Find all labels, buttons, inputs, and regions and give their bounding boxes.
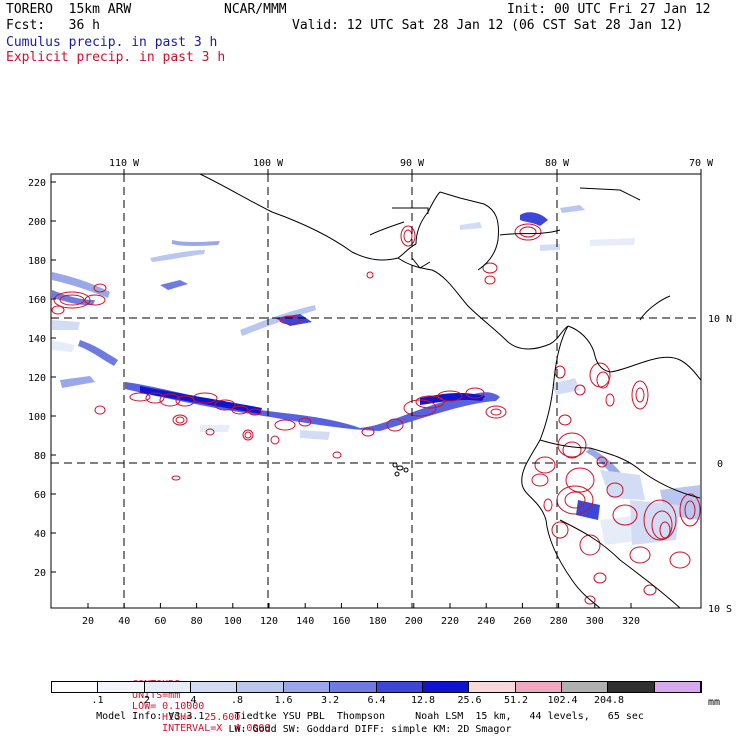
lat-label: 10 S bbox=[708, 604, 732, 615]
colorbar-label: 102.4 bbox=[547, 695, 578, 706]
x-tick-label: 20 bbox=[82, 616, 94, 627]
x-tick-label: 240 bbox=[477, 616, 495, 627]
x-tick-label: 160 bbox=[332, 616, 350, 627]
colorbar-label: .1 bbox=[91, 695, 104, 706]
colorbar-swatch bbox=[144, 682, 192, 692]
lon-label: 90 W bbox=[400, 158, 425, 169]
x-tick-label: 180 bbox=[369, 616, 387, 627]
x-tick-label: 120 bbox=[260, 616, 278, 627]
y-tick-label: 60 bbox=[34, 490, 46, 501]
contours-interval: INTERVAL=X 4.0000 bbox=[162, 723, 271, 734]
lon-label: 70 W bbox=[689, 158, 714, 169]
contours-units: UNITS=mm bbox=[132, 690, 181, 701]
y-tick-label: 200 bbox=[28, 217, 46, 228]
galapagos-islands bbox=[392, 462, 409, 477]
contours-low: LOW= 0.10000 bbox=[132, 701, 205, 712]
y-tick-label: 100 bbox=[28, 412, 46, 423]
colorbar-swatch bbox=[98, 682, 145, 692]
lon-label: 110 W bbox=[109, 158, 140, 169]
y-tick-label: 160 bbox=[28, 295, 46, 306]
center-name: NCAR/MMM bbox=[224, 2, 287, 17]
colorbar-label: 204.8 bbox=[593, 695, 625, 706]
coastlines bbox=[199, 174, 701, 608]
colorbar-swatch bbox=[469, 682, 516, 692]
lat-label: 0 bbox=[717, 459, 723, 470]
lat-lon-grid bbox=[51, 174, 701, 608]
colorbar-swatch bbox=[422, 682, 470, 692]
y-tick-label: 20 bbox=[34, 568, 46, 579]
colorbar-swatch bbox=[283, 682, 331, 692]
field-label-cumulus: Cumulus precip. in past 3 h bbox=[6, 35, 218, 50]
colorbar-swatch bbox=[654, 682, 702, 692]
colorbar-swatch bbox=[561, 682, 609, 692]
colorbar-label: 1.6 bbox=[274, 695, 293, 706]
x-tick-label: 260 bbox=[513, 616, 531, 627]
x-tick-label: 220 bbox=[441, 616, 459, 627]
y-tick-label: 80 bbox=[34, 451, 46, 462]
x-tick-label: 40 bbox=[118, 616, 130, 627]
y-tick-label: 220 bbox=[28, 178, 46, 189]
x-tick-label: 60 bbox=[154, 616, 166, 627]
colorbar-label: 51.2 bbox=[503, 695, 529, 706]
init-time: Init: 00 UTC Fri 27 Jan 12 bbox=[507, 2, 711, 17]
lon-label: 80 W bbox=[545, 158, 570, 169]
colorbar-label: .2 bbox=[137, 695, 151, 706]
x-axis-ticks: 20 40 60 80 100 120 140 160 180 200 220 240 260 280 30… bbox=[82, 603, 640, 627]
colorbar-label: 12.8 bbox=[410, 695, 436, 706]
colorbar-swatch bbox=[515, 682, 562, 692]
valid-time: Valid: 12 UTC Sat 28 Jan 12 (06 CST Sat … bbox=[292, 18, 684, 33]
colorbar bbox=[51, 681, 702, 693]
longitude-labels: 110 W 100 W 90 W 80 W 70 W bbox=[109, 158, 714, 169]
colorbar-swatch bbox=[376, 682, 423, 692]
colorbar-swatch bbox=[237, 682, 284, 692]
forecast-hour: Fcst: 36 h bbox=[6, 18, 100, 33]
x-tick-label: 200 bbox=[405, 616, 423, 627]
x-tick-label: 320 bbox=[622, 616, 640, 627]
x-tick-label: 300 bbox=[586, 616, 604, 627]
colorbar-label: 25.6 bbox=[457, 695, 482, 706]
colorbar-label: .8 bbox=[230, 695, 244, 706]
colorbar-label: 3.2 bbox=[320, 695, 340, 706]
colorbar-swatch bbox=[52, 682, 99, 692]
plot-frame bbox=[50, 173, 702, 609]
model-info-line2: LW: Godd SW: Goddard DIFF: simple KM: 2D… bbox=[228, 724, 512, 735]
x-tick-label: 280 bbox=[550, 616, 568, 627]
field-label-explicit: Explicit precip. in past 3 h bbox=[6, 50, 226, 65]
latitude-labels: 10 N 0 10 S bbox=[708, 314, 732, 615]
colorbar-label: 6.4 bbox=[367, 695, 386, 706]
y-tick-label: 180 bbox=[28, 256, 46, 267]
model-info-line1: Model Info: V3.3.1 Tiedtke YSU PBL Thomp… bbox=[96, 711, 644, 722]
colorbar-swatch bbox=[191, 682, 238, 692]
x-tick-label: 100 bbox=[224, 616, 242, 627]
y-tick-label: 140 bbox=[28, 334, 46, 345]
contours-high: HIGH= 25.600 bbox=[162, 712, 241, 723]
cumulus-precip-shading bbox=[52, 205, 700, 545]
model-name: TORERO 15km ARW bbox=[6, 2, 132, 17]
colorbar-swatch bbox=[608, 682, 655, 692]
colorbar-swatch bbox=[330, 682, 377, 692]
x-tick-label: 140 bbox=[296, 616, 314, 627]
lon-label: 100 W bbox=[253, 158, 284, 169]
lat-label: 10 N bbox=[708, 314, 732, 325]
y-tick-label: 40 bbox=[34, 529, 46, 540]
colorbar-unit: mm bbox=[708, 697, 721, 708]
y-axis-ticks: 220 200 180 160 140 120 100 80 60 40 20 bbox=[28, 178, 56, 579]
colorbar-label: .4 bbox=[184, 695, 197, 706]
explicit-precip-contours bbox=[51, 223, 701, 605]
x-tick-label: 80 bbox=[191, 616, 203, 627]
y-tick-label: 120 bbox=[28, 373, 46, 384]
